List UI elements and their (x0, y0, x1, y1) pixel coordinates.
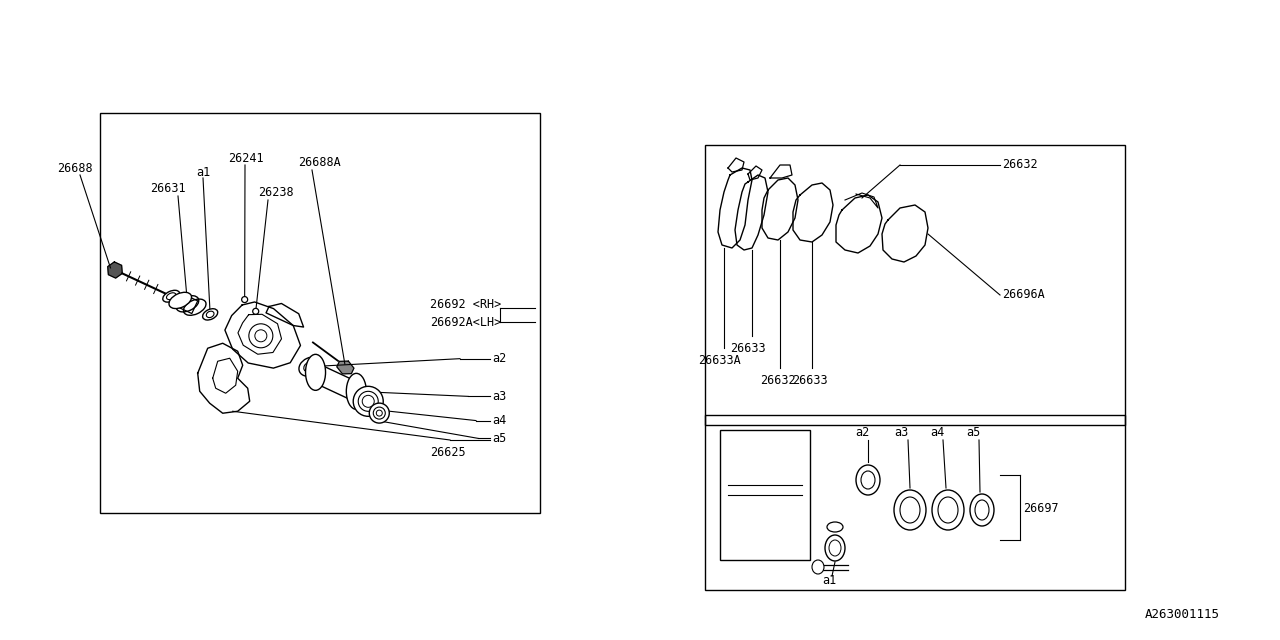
Ellipse shape (812, 560, 824, 574)
Text: a5: a5 (966, 426, 980, 440)
Ellipse shape (169, 292, 192, 308)
Polygon shape (771, 165, 792, 178)
Text: 26688: 26688 (58, 161, 92, 175)
Ellipse shape (252, 308, 259, 314)
Polygon shape (718, 168, 753, 248)
Polygon shape (337, 361, 353, 374)
Text: 26633: 26633 (730, 342, 765, 355)
Bar (100, 113, 540, 513)
Ellipse shape (300, 357, 323, 376)
Ellipse shape (166, 292, 175, 300)
Polygon shape (735, 175, 768, 250)
Polygon shape (882, 205, 928, 262)
Text: a1: a1 (822, 573, 836, 586)
Text: a4: a4 (931, 426, 945, 440)
Ellipse shape (826, 535, 845, 561)
Text: a2: a2 (492, 352, 507, 365)
Polygon shape (225, 302, 301, 368)
Text: 26632: 26632 (1002, 159, 1038, 172)
Ellipse shape (358, 391, 378, 412)
Text: A263001115: A263001115 (1146, 609, 1220, 621)
Ellipse shape (177, 296, 198, 312)
Bar (705, 145, 1125, 425)
Text: a3: a3 (492, 390, 507, 403)
Ellipse shape (202, 308, 218, 320)
Polygon shape (197, 343, 250, 413)
Polygon shape (728, 158, 744, 172)
Text: 26241: 26241 (228, 152, 264, 164)
Ellipse shape (242, 296, 247, 303)
Text: 26697: 26697 (1023, 502, 1059, 515)
Text: 26692A<LH>: 26692A<LH> (430, 316, 502, 328)
Text: 26631: 26631 (150, 182, 186, 195)
Polygon shape (762, 178, 797, 240)
Polygon shape (266, 303, 303, 327)
Bar (705, 415, 1125, 590)
Polygon shape (748, 166, 762, 180)
Bar (719, 430, 810, 560)
Ellipse shape (353, 387, 383, 417)
Text: a3: a3 (893, 426, 909, 440)
Text: a1: a1 (196, 166, 210, 179)
Polygon shape (836, 195, 882, 253)
Text: 26632: 26632 (760, 374, 796, 387)
Text: 26688A: 26688A (298, 156, 340, 168)
Text: 26696A: 26696A (1002, 289, 1044, 301)
Ellipse shape (163, 291, 179, 302)
Polygon shape (311, 364, 360, 401)
Ellipse shape (827, 522, 844, 532)
Ellipse shape (347, 373, 366, 410)
Ellipse shape (306, 355, 325, 390)
Text: a5: a5 (492, 432, 507, 445)
Text: 26625: 26625 (430, 445, 466, 458)
Text: a4: a4 (492, 414, 507, 427)
Text: 26692 <RH>: 26692 <RH> (430, 298, 502, 312)
Polygon shape (794, 183, 833, 242)
Text: 26633A: 26633A (698, 353, 741, 367)
Polygon shape (178, 294, 197, 314)
Text: a2: a2 (855, 426, 869, 440)
Polygon shape (108, 262, 123, 278)
Ellipse shape (370, 403, 389, 423)
Text: 26238: 26238 (259, 186, 293, 200)
Text: 26633: 26633 (792, 374, 828, 387)
Ellipse shape (374, 407, 385, 419)
